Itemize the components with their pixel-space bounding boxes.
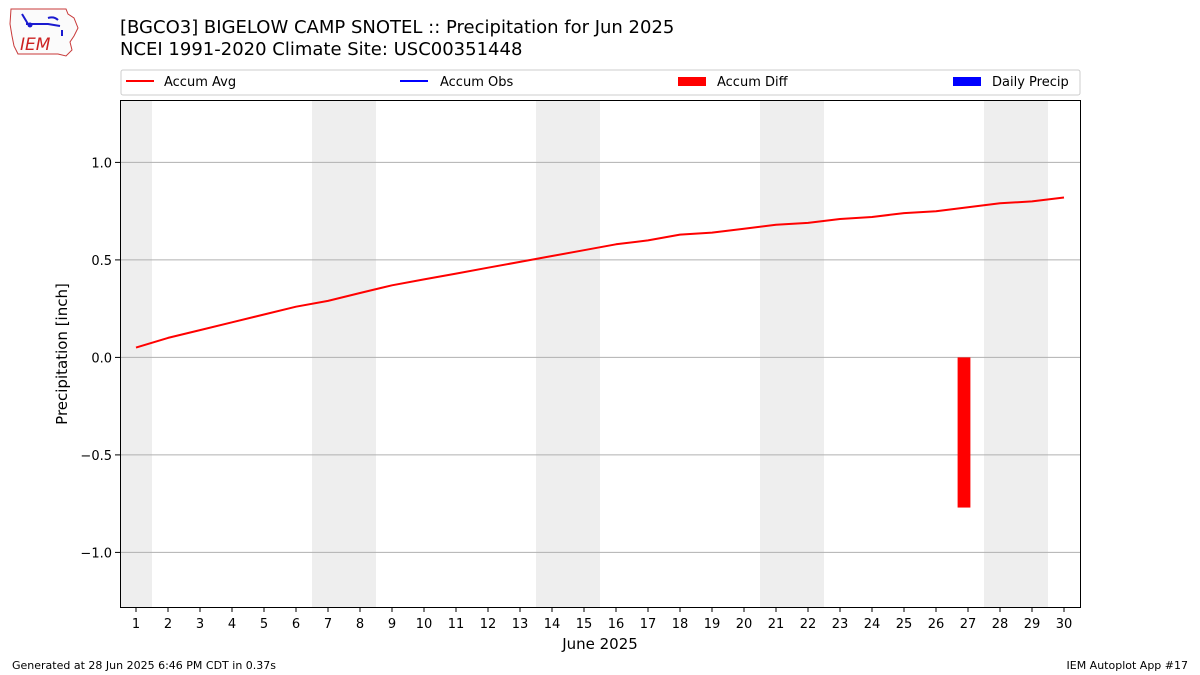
x-tick-label-20: 20 bbox=[736, 617, 753, 632]
weekend-band-1 bbox=[120, 100, 152, 607]
x-tick-label-27: 27 bbox=[960, 617, 977, 632]
x-tick-label-10: 10 bbox=[416, 617, 433, 632]
x-tick-label-2: 2 bbox=[164, 617, 172, 632]
diff-bars bbox=[957, 357, 971, 508]
x-tick-label-4: 4 bbox=[228, 617, 236, 632]
accum-diff-bar-27 bbox=[957, 357, 971, 508]
weather-symbols-icon bbox=[21, 13, 63, 36]
legend-label-accum-obs: Accum Obs bbox=[440, 75, 513, 90]
iem-logo: IEM bbox=[9, 8, 79, 57]
footer-app: IEM Autoplot App #17 bbox=[1066, 659, 1189, 672]
weekend-band-14 bbox=[536, 100, 568, 607]
x-tick-label-30: 30 bbox=[1056, 617, 1073, 632]
legend-swatch-accum-diff bbox=[678, 77, 706, 86]
x-tick-label-26: 26 bbox=[928, 617, 945, 632]
x-tick-label-25: 25 bbox=[896, 617, 913, 632]
grid-lines bbox=[120, 161, 1080, 553]
x-tick-label-28: 28 bbox=[992, 617, 1009, 632]
x-tick-label-15: 15 bbox=[576, 617, 593, 632]
x-tick-label-9: 9 bbox=[388, 617, 396, 632]
weekend-band-15 bbox=[568, 100, 600, 607]
x-tick-label-17: 17 bbox=[640, 617, 657, 632]
x-tick-label-6: 6 bbox=[292, 617, 300, 632]
station-dot-icon bbox=[27, 22, 33, 28]
accum-avg-line bbox=[135, 196, 1065, 349]
x-tick-label-11: 11 bbox=[448, 617, 465, 632]
weekend-band-22 bbox=[792, 100, 824, 607]
x-tick-label-22: 22 bbox=[800, 617, 817, 632]
x-tick-label-12: 12 bbox=[480, 617, 497, 632]
x-tick-label-1: 1 bbox=[132, 617, 140, 632]
x-tick-label-5: 5 bbox=[260, 617, 268, 632]
legend-label-accum-avg: Accum Avg bbox=[164, 75, 236, 90]
x-tick-label-3: 3 bbox=[196, 617, 204, 632]
x-tick-label-24: 24 bbox=[864, 617, 881, 632]
legend-box bbox=[120, 69, 1081, 96]
x-axis-ticks: 1 2 3 4 5 6 7 8 9 10 11 12 13 14 15 16 17 18 19 20 21 22 23 24 2… bbox=[132, 607, 1072, 632]
weekend-shading bbox=[120, 100, 1048, 607]
weekend-band-7 bbox=[312, 100, 344, 607]
x-tick-label-16: 16 bbox=[608, 617, 625, 632]
x-tick-label-19: 19 bbox=[704, 617, 721, 632]
x-tick-label-13: 13 bbox=[512, 617, 529, 632]
x-tick-label-23: 23 bbox=[832, 617, 849, 632]
logo-text: IEM bbox=[20, 35, 51, 55]
chart-subtitle: NCEI 1991-2020 Climate Site: USC00351448 bbox=[120, 39, 523, 60]
legend-label-accum-diff: Accum Diff bbox=[717, 75, 789, 90]
legend-swatch-daily-precip bbox=[953, 77, 981, 86]
x-tick-label-7: 7 bbox=[324, 617, 332, 632]
x-tick-label-18: 18 bbox=[672, 617, 689, 632]
legend-label-daily-precip: Daily Precip bbox=[992, 75, 1069, 90]
x-tick-label-8: 8 bbox=[356, 617, 364, 632]
footer-generated: Generated at 28 Jun 2025 6:46 PM CDT in … bbox=[12, 659, 277, 672]
y-axis-label: Precipitation [inch] bbox=[53, 283, 71, 425]
legend: Accum Avg Accum Obs Accum Diff Daily Precip bbox=[120, 69, 1081, 96]
x-tick-label-29: 29 bbox=[1024, 617, 1041, 632]
weekend-band-21 bbox=[760, 100, 792, 607]
x-tick-label-14: 14 bbox=[544, 617, 561, 632]
y-tick-label-3: 0.5 bbox=[91, 254, 112, 269]
y-tick-label-0: −1.0 bbox=[80, 546, 112, 561]
weekend-band-29 bbox=[1016, 100, 1048, 607]
y-tick-label-2: 0.0 bbox=[91, 351, 112, 366]
weekend-band-28 bbox=[984, 100, 1016, 607]
y-tick-label-1: −0.5 bbox=[80, 449, 112, 464]
x-axis-label: June 2025 bbox=[561, 635, 638, 653]
y-axis-ticks: −1.0 −0.5 0.0 0.5 1.0 bbox=[80, 156, 120, 561]
y-tick-label-4: 1.0 bbox=[91, 156, 112, 171]
plot-frame bbox=[120, 100, 1081, 608]
series-lines bbox=[135, 196, 1065, 349]
weekend-band-8 bbox=[344, 100, 376, 607]
chart-title: [BGCO3] BIGELOW CAMP SNOTEL :: Precipita… bbox=[120, 17, 675, 38]
x-tick-label-21: 21 bbox=[768, 617, 785, 632]
